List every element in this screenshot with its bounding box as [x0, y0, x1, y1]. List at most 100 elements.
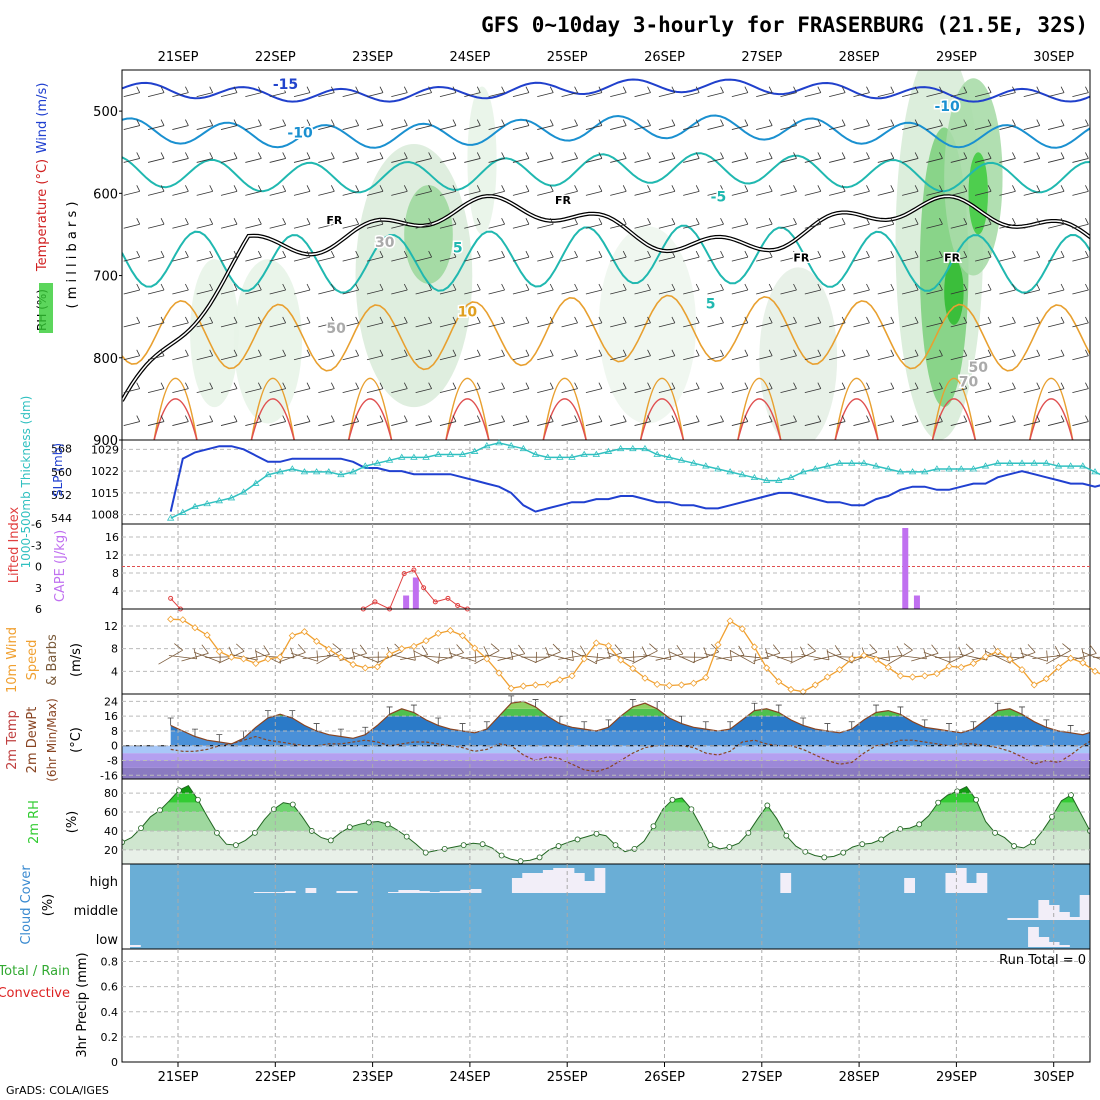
x-tick-label-bottom: 24SEP: [449, 1070, 490, 1085]
wind-barb: [293, 218, 311, 229]
wind-barb: [950, 119, 968, 130]
wind-barb: [780, 152, 797, 163]
thickness-point: [762, 476, 771, 483]
wind-barb: [220, 86, 238, 98]
wind-barb: [172, 86, 189, 98]
wind-barb-10m: [776, 646, 806, 659]
thickness-point: [495, 439, 503, 446]
wind-barb: [488, 218, 505, 229]
rh-point: [840, 849, 847, 856]
wind-barb: [391, 283, 408, 295]
wind-barb: [537, 283, 554, 295]
minmax-whisker: [824, 723, 831, 731]
wind-speed-point: [458, 632, 467, 640]
rh-shade: [944, 259, 964, 325]
rh-point: [935, 799, 942, 806]
wind-barb: [950, 415, 968, 426]
wind-barb: [415, 316, 432, 328]
wind-barb: [1047, 152, 1065, 163]
thickness-point: [775, 476, 783, 483]
wind-barb: [439, 218, 457, 229]
wind-barb: [488, 86, 505, 98]
wind-barb: [537, 119, 554, 130]
wind-barb: [220, 382, 238, 394]
wind-barb: [634, 316, 651, 328]
wind-barb: [172, 283, 189, 295]
wind-barb: [512, 86, 530, 98]
temp-band: [122, 745, 1090, 754]
contour-label: -10: [934, 99, 960, 115]
pressure-tick-label: 600: [93, 187, 118, 202]
contour-line: [122, 224, 1090, 294]
thickness-point: [981, 462, 990, 469]
x-tick-label-bottom: 21SEP: [158, 1070, 199, 1085]
wind-speed-point: [799, 688, 807, 696]
wind-barb: [634, 218, 651, 229]
cloud-middle-cell: [1007, 918, 1019, 920]
wind-barb: [829, 86, 846, 98]
wind-speed-point: [1067, 654, 1075, 662]
cloud-high-cell: [408, 890, 420, 893]
cloud-high-cell: [439, 891, 451, 893]
wind-speed-point: [507, 684, 515, 692]
minmax-whisker: [702, 721, 709, 730]
temp-tick-label: 24: [104, 695, 118, 708]
wind-barb: [683, 250, 700, 262]
wind-barb: [999, 119, 1016, 130]
rh-point: [992, 829, 998, 836]
wind-barb: [975, 349, 992, 361]
minmax-whisker: [727, 721, 734, 730]
x-tick-label-top: 29SEP: [936, 50, 977, 65]
wind-barb: [123, 86, 141, 98]
wind-barb-10m: [874, 645, 903, 660]
wind-barb: [610, 316, 627, 328]
temp-warm-band: [170, 701, 1090, 709]
wind-barb: [512, 250, 530, 262]
wind-barb-10m: [546, 649, 574, 661]
wind-barb: [975, 283, 992, 295]
wind-barb: [147, 349, 165, 361]
thickness-point: [252, 479, 260, 486]
wind-barb: [488, 250, 505, 262]
thickness-point: [325, 468, 333, 475]
ylabel-wind-units: (m/s): [69, 643, 84, 677]
minmax-whisker: [362, 726, 369, 735]
rh-point: [498, 852, 505, 859]
wind-barb: [804, 349, 822, 361]
wind-speed-point: [568, 672, 576, 680]
ylabel-temp: 2m Temp: [5, 710, 20, 770]
cloud-middle-cell: [1048, 905, 1060, 920]
wind-barb: [1023, 152, 1041, 163]
contour-line: [122, 78, 1090, 103]
wind-barb: [512, 283, 530, 295]
wind-barb: [488, 152, 505, 163]
minmax-whisker: [1092, 724, 1098, 731]
wind-barb: [269, 283, 287, 295]
thickness-point: [385, 456, 394, 463]
x-tick-label-top: 26SEP: [644, 50, 685, 65]
temp-warm-band: [170, 708, 1090, 717]
wind-speed-point: [823, 673, 831, 681]
ylabel-wind10m: 10m Wind: [5, 627, 20, 693]
wind-barb: [561, 250, 578, 262]
thickness-point: [179, 508, 187, 515]
wind-barb: [147, 218, 165, 229]
wind-barb: [1047, 119, 1065, 130]
wind-barb: [318, 250, 335, 262]
wind-barb: [780, 250, 797, 262]
rh-shade: [355, 143, 473, 408]
pressure-tick-label: 700: [93, 270, 118, 285]
minmax-whisker: [508, 695, 515, 704]
ylabel-slp: SLP (mb): [51, 443, 65, 497]
x-tick-label-bottom: 26SEP: [644, 1070, 685, 1085]
wind-barb: [561, 349, 578, 361]
rh-point: [122, 839, 125, 846]
contour-label: 5: [453, 241, 463, 257]
wind-barb: [1023, 316, 1041, 328]
wind-barb: [877, 152, 895, 163]
x-tick-label-top: 30SEP: [1033, 50, 1074, 65]
wind-speed-point: [921, 672, 929, 680]
wind-barb: [707, 86, 724, 98]
minmax-whisker: [994, 702, 1001, 711]
wind-barb: [829, 185, 846, 196]
